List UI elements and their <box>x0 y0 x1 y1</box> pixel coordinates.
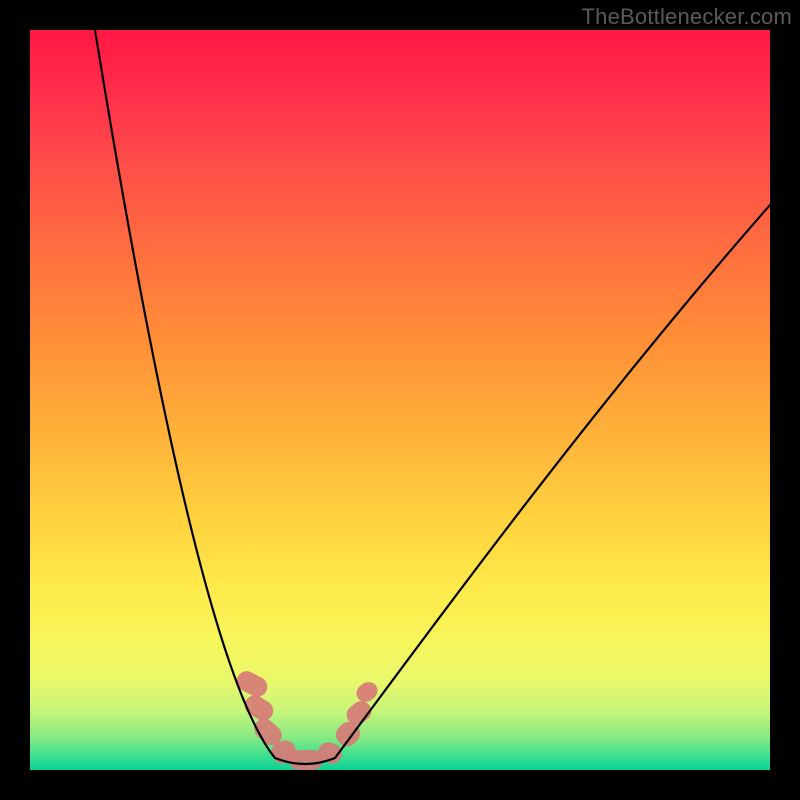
gradient-background <box>30 30 770 770</box>
data-marker <box>289 750 323 770</box>
plot-area <box>30 30 770 770</box>
bottleneck-chart-svg <box>0 0 800 800</box>
chart-stage: TheBottlenecker.com <box>0 0 800 800</box>
watermark-text: TheBottlenecker.com <box>582 4 792 30</box>
